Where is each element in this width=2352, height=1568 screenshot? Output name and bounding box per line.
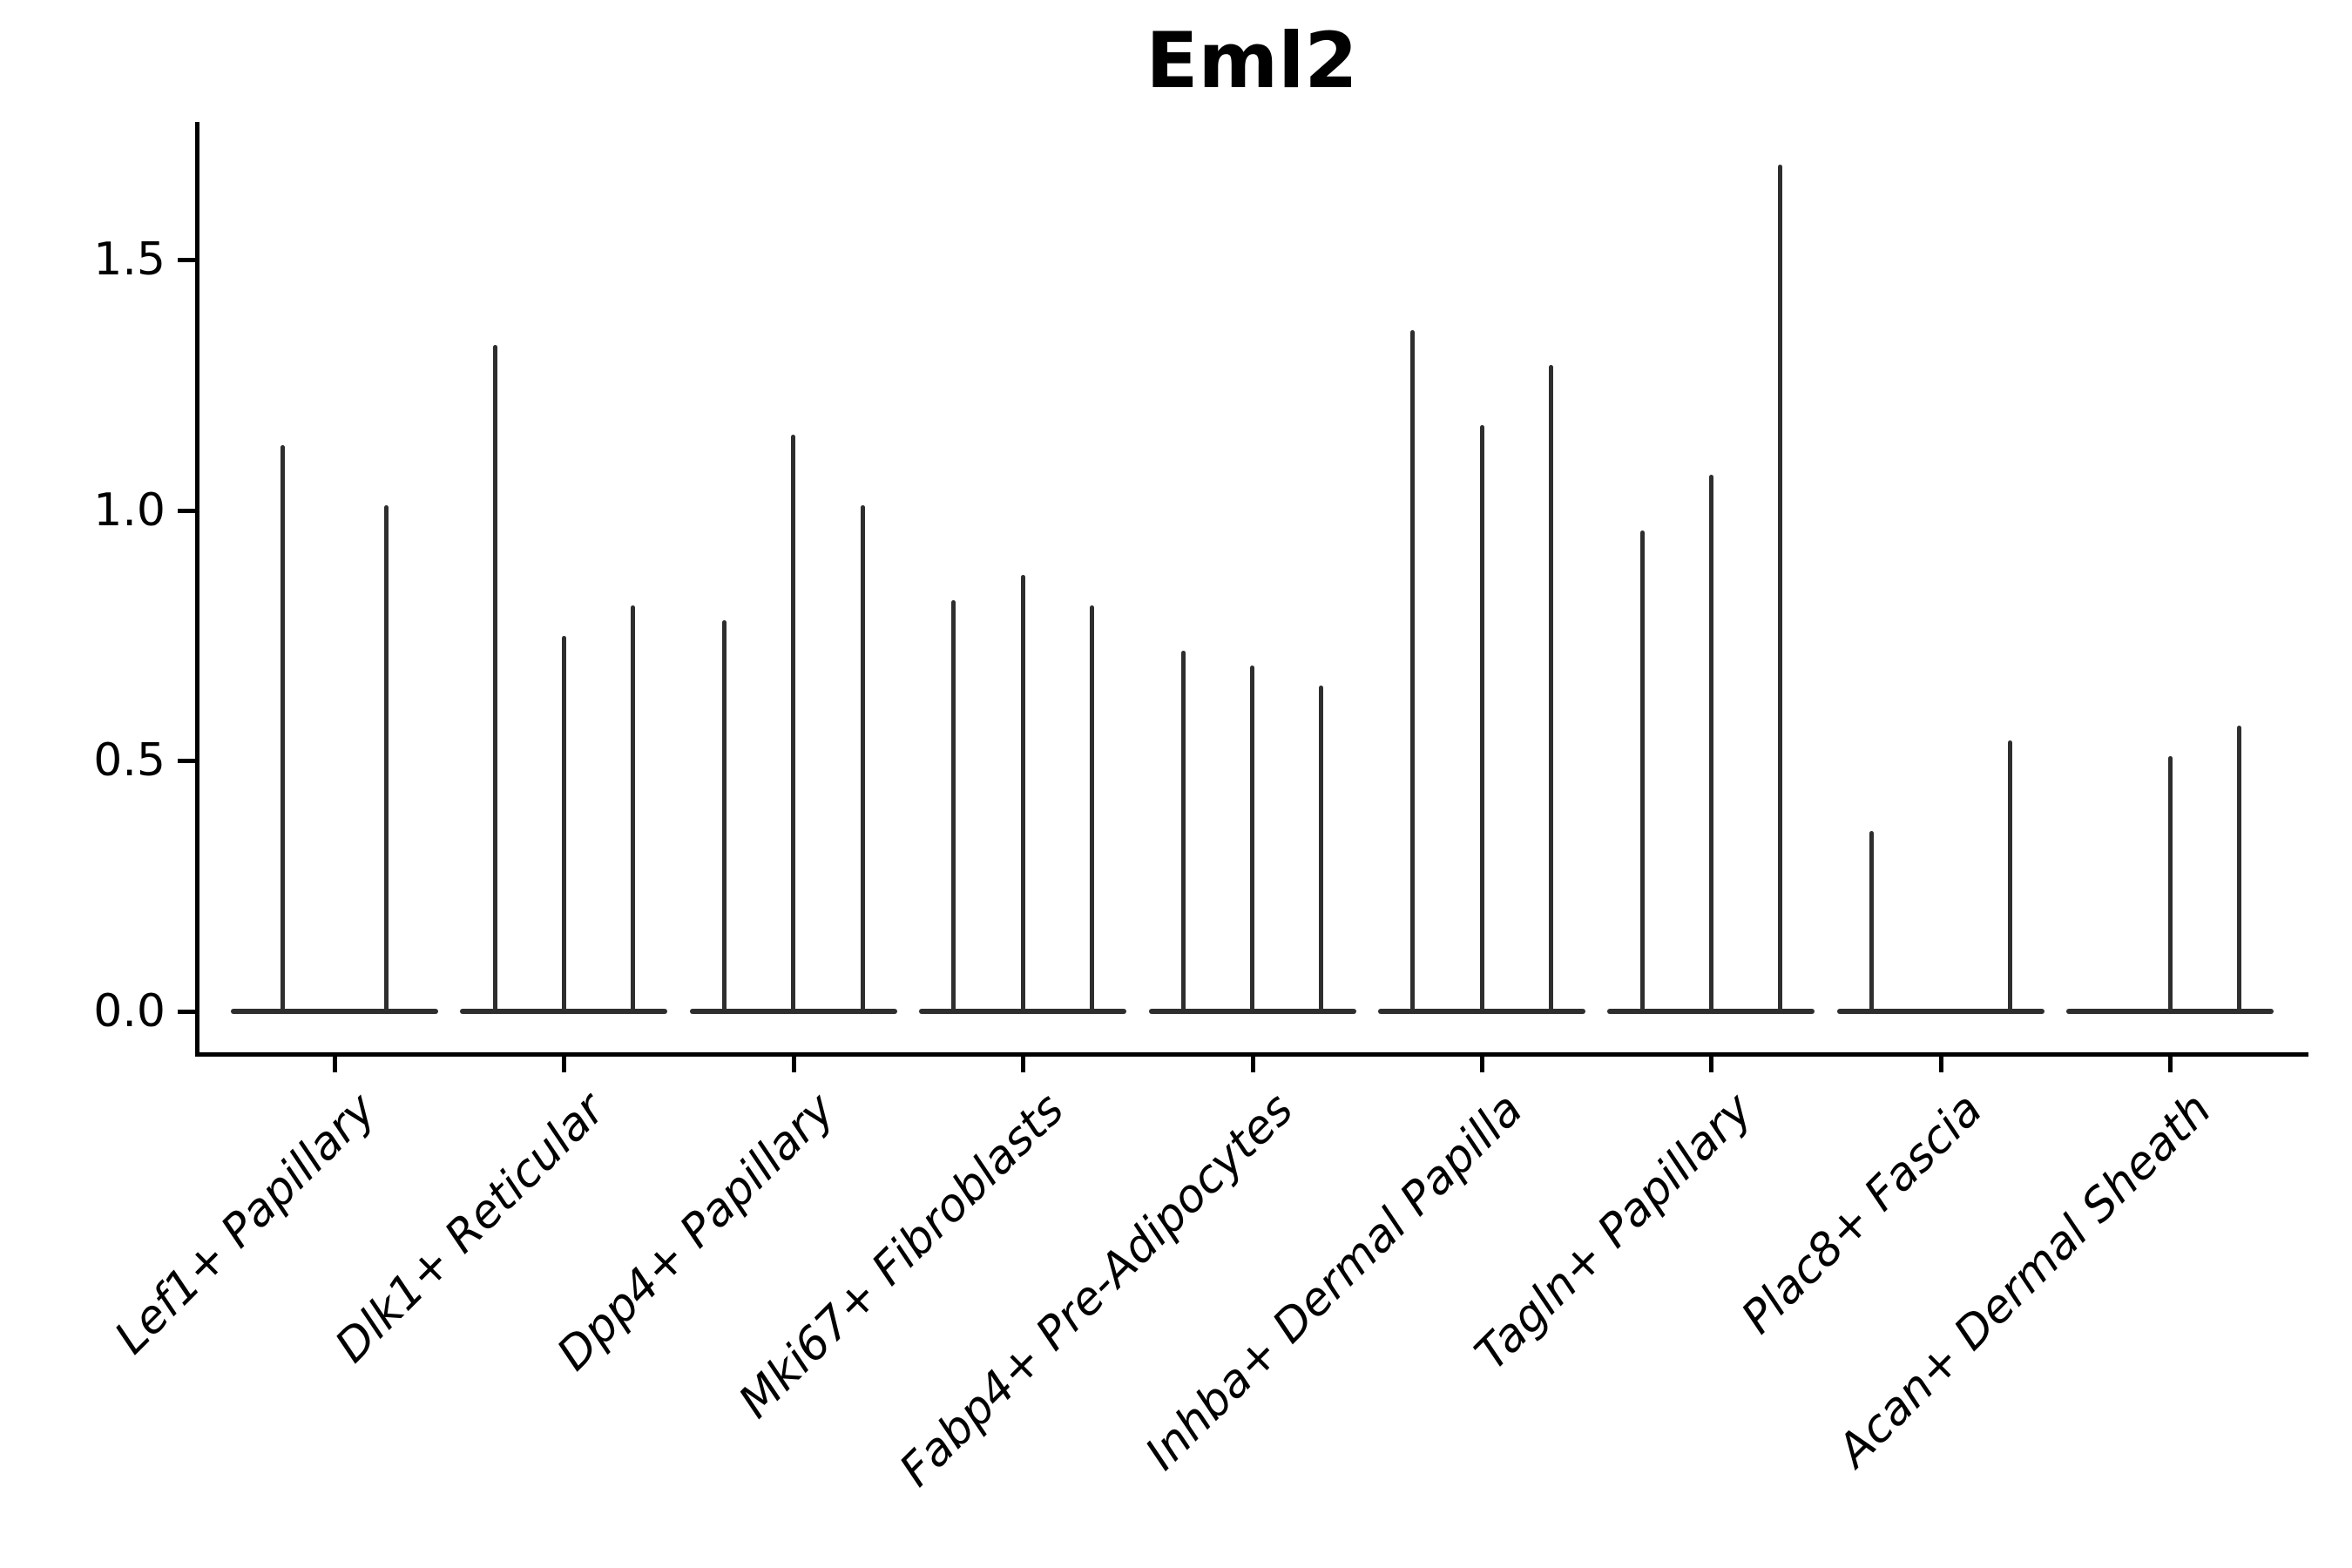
x-tick-mark: [1021, 1057, 1026, 1072]
chart-title: Eml2: [1146, 16, 1358, 105]
x-tick-label: Fabp4+ Pre-Adipocytes: [890, 1083, 1304, 1497]
violin-spike: [561, 635, 566, 1013]
violin-base: [231, 1009, 438, 1014]
y-tick-mark: [178, 1010, 195, 1014]
y-tick-mark: [178, 759, 195, 764]
violin-spike: [1479, 424, 1484, 1013]
violin-spike: [1548, 364, 1553, 1013]
x-tick-mark: [1709, 1057, 1714, 1072]
violin-spike: [2007, 740, 2012, 1013]
x-tick-mark: [333, 1057, 337, 1072]
y-axis-line: [195, 122, 199, 1057]
violin-spike: [1410, 329, 1416, 1013]
violin-spike: [791, 435, 796, 1013]
y-tick-label: 0.5: [93, 734, 166, 787]
violin-spike: [1020, 575, 1025, 1013]
y-tick-label: 1.5: [93, 233, 166, 287]
violin-spike: [1090, 605, 1095, 1013]
x-tick-label: Plac8+ Fascia: [1731, 1083, 1992, 1344]
violin-spike: [1250, 666, 1255, 1013]
violin-spike: [1180, 650, 1186, 1013]
x-tick-mark: [1250, 1057, 1255, 1072]
violin-spike: [1708, 475, 1713, 1013]
y-tick-label: 1.0: [93, 483, 166, 537]
x-tick-mark: [791, 1057, 796, 1072]
y-tick-label: 0.0: [93, 985, 166, 1037]
violin-spike: [1869, 830, 1874, 1013]
violin-spike: [1639, 530, 1645, 1013]
x-axis-line: [195, 1052, 2308, 1057]
x-tick-mark: [1480, 1057, 1484, 1072]
violin-spike: [631, 605, 636, 1013]
violin-spike: [2167, 755, 2173, 1013]
violin-spike: [492, 344, 497, 1013]
y-tick-mark: [178, 508, 195, 513]
y-tick-mark: [178, 258, 195, 263]
x-tick-mark: [1938, 1057, 1943, 1072]
violin-spike: [860, 504, 865, 1013]
x-tick-mark: [2168, 1057, 2173, 1072]
violin-spike: [721, 620, 727, 1013]
violin-spike: [384, 504, 389, 1013]
x-tick-mark: [562, 1057, 567, 1072]
violin-spike: [280, 444, 285, 1013]
x-tick-label: Inhba+ Dermal Papilla: [1136, 1083, 1534, 1481]
violin-spike: [1319, 686, 1324, 1013]
violin-spike: [1778, 164, 1783, 1013]
x-tick-label: Acan+ Dermal Sheath: [1828, 1083, 2222, 1477]
violin-spike: [2237, 726, 2242, 1013]
violin-base: [1836, 1009, 2044, 1014]
violin-spike: [951, 600, 956, 1013]
